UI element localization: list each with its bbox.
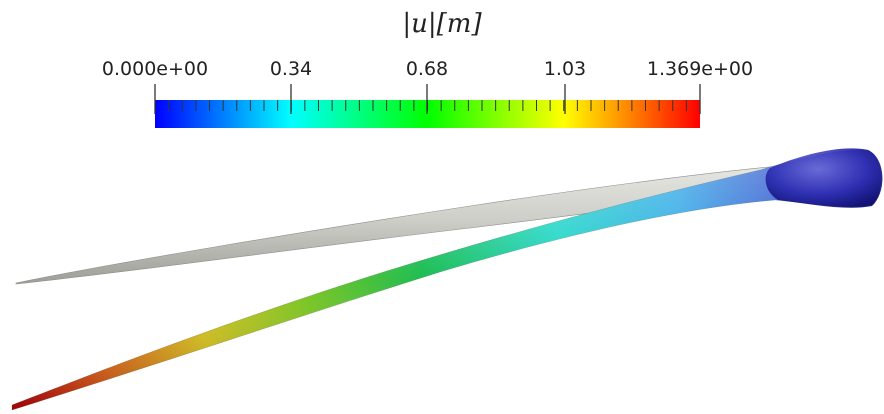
colorbar [154,84,701,128]
deformed-blade-shading [12,149,882,410]
colorbar-tick-label-1: 0.34 [269,58,313,80]
blade-root [765,148,883,208]
colorbar-tick-label-3: 1.03 [543,58,587,80]
colorbar-min-label: 0.000e+00 [101,58,209,80]
deformed-blade [11,148,883,411]
colorbar-max-label: 1.369e+00 [646,58,754,80]
colorbar-major-ticks [154,84,701,114]
colorbar-tick-label-2: 0.68 [405,58,449,80]
colorbar-title: |u|[m] [402,9,482,39]
